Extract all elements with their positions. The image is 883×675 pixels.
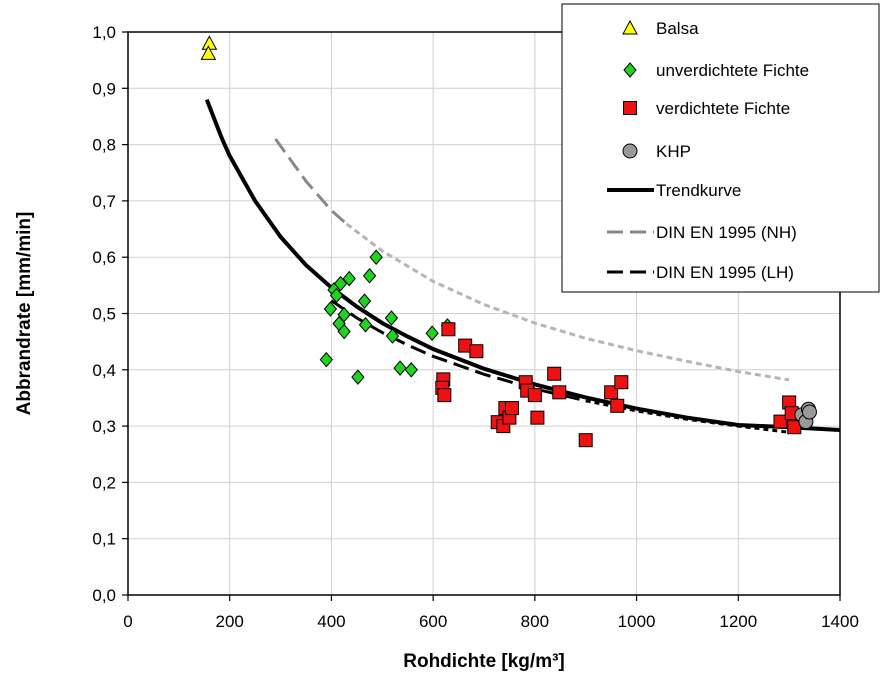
legend-label: verdichtete Fichte [656,99,790,118]
x-tick-label: 400 [317,612,345,631]
series-line [204,98,841,432]
data-point [342,270,356,287]
y-tick-label: 0,6 [92,248,116,267]
series-line [585,399,790,434]
legend-entry: unverdichtete Fichte [623,61,809,80]
data-point [441,322,456,337]
legend-items: Balsa unverdichtete Fichte verdichtete Fic… [607,19,809,282]
x-axis-ticks: 0 200 400 600 800 1000 1200 1400 [123,595,859,631]
data-point [527,388,542,403]
data-point [787,420,802,435]
legend-label: KHP [656,142,691,161]
legend-marker [622,19,638,35]
data-point [362,268,377,284]
legend-marker [623,101,637,115]
x-axis-title: Rohdichte [kg/m³] [403,651,565,672]
legend-label: unverdichtete Fichte [656,61,809,80]
data-point [357,293,372,309]
legend-entry: KHP [622,142,691,161]
data-point [614,375,629,390]
x-tick-label: 0 [123,612,132,631]
legend-box [561,3,880,293]
data-point [552,385,567,400]
data-point [773,414,788,429]
data-point [319,351,334,368]
legend-label: Trendkurve [656,181,741,200]
data-markers [200,35,817,448]
x-tick-label: 600 [419,612,447,631]
legend-entry: Trendkurve [607,181,741,200]
data-point [530,410,545,425]
data-point [323,301,338,317]
data-point [801,404,817,420]
data-point [578,433,593,448]
legend-entry: DIN EN 1995 (LH) [607,263,794,282]
y-tick-label: 1,0 [92,23,116,42]
x-tick-label: 1000 [618,612,656,631]
data-point [504,401,519,416]
data-point [469,344,484,359]
y-tick-label: 0,2 [92,473,116,492]
legend-entry: verdichtete Fichte [623,99,790,118]
data-point [358,316,373,333]
series-line [345,222,790,382]
y-tick-label: 0,7 [92,192,116,211]
data-point [425,325,439,341]
data-point [385,328,400,344]
series-line [274,138,348,226]
trend-lines [204,98,841,434]
data-point [369,249,383,265]
y-tick-label: 0,3 [92,417,116,436]
y-tick-label: 0,1 [92,530,116,549]
y-axis-ticks: 0,0 0,1 0,2 0,3 0,4 0,5 0,6 0,7 0,8 0,9 1,0 [92,23,128,605]
data-point [351,369,365,385]
legend-marker [623,62,637,78]
legend: Balsa unverdichtete Fichte verdichtete Fic… [561,3,880,293]
y-tick-label: 0,4 [92,361,116,380]
data-point [384,310,399,326]
legend-label: DIN EN 1995 (LH) [656,263,794,282]
data-point [547,366,562,381]
x-tick-label: 1200 [719,612,757,631]
data-point [200,45,217,60]
x-tick-label: 1400 [821,612,859,631]
data-point [393,360,407,376]
legend-entry: Balsa [622,19,699,38]
data-point [337,323,351,340]
data-point [437,388,452,403]
y-tick-label: 0,0 [92,586,116,605]
x-tick-label: 200 [216,612,244,631]
legend-entry: DIN EN 1995 (NH) [607,223,797,242]
data-point [329,287,344,304]
data-point [333,275,348,292]
y-tick-label: 0,5 [92,305,116,324]
legend-marker [622,143,638,159]
legend-label: Balsa [656,19,699,38]
data-point [610,398,625,413]
y-tick-label: 0,9 [92,79,116,98]
data-point [337,306,351,323]
y-tick-label: 0,8 [92,136,116,155]
data-point [404,362,418,378]
y-axis-title: Abbrandrate [mm/min] [14,212,35,416]
x-tick-label: 800 [521,612,549,631]
legend-label: DIN EN 1995 (NH) [656,223,797,242]
